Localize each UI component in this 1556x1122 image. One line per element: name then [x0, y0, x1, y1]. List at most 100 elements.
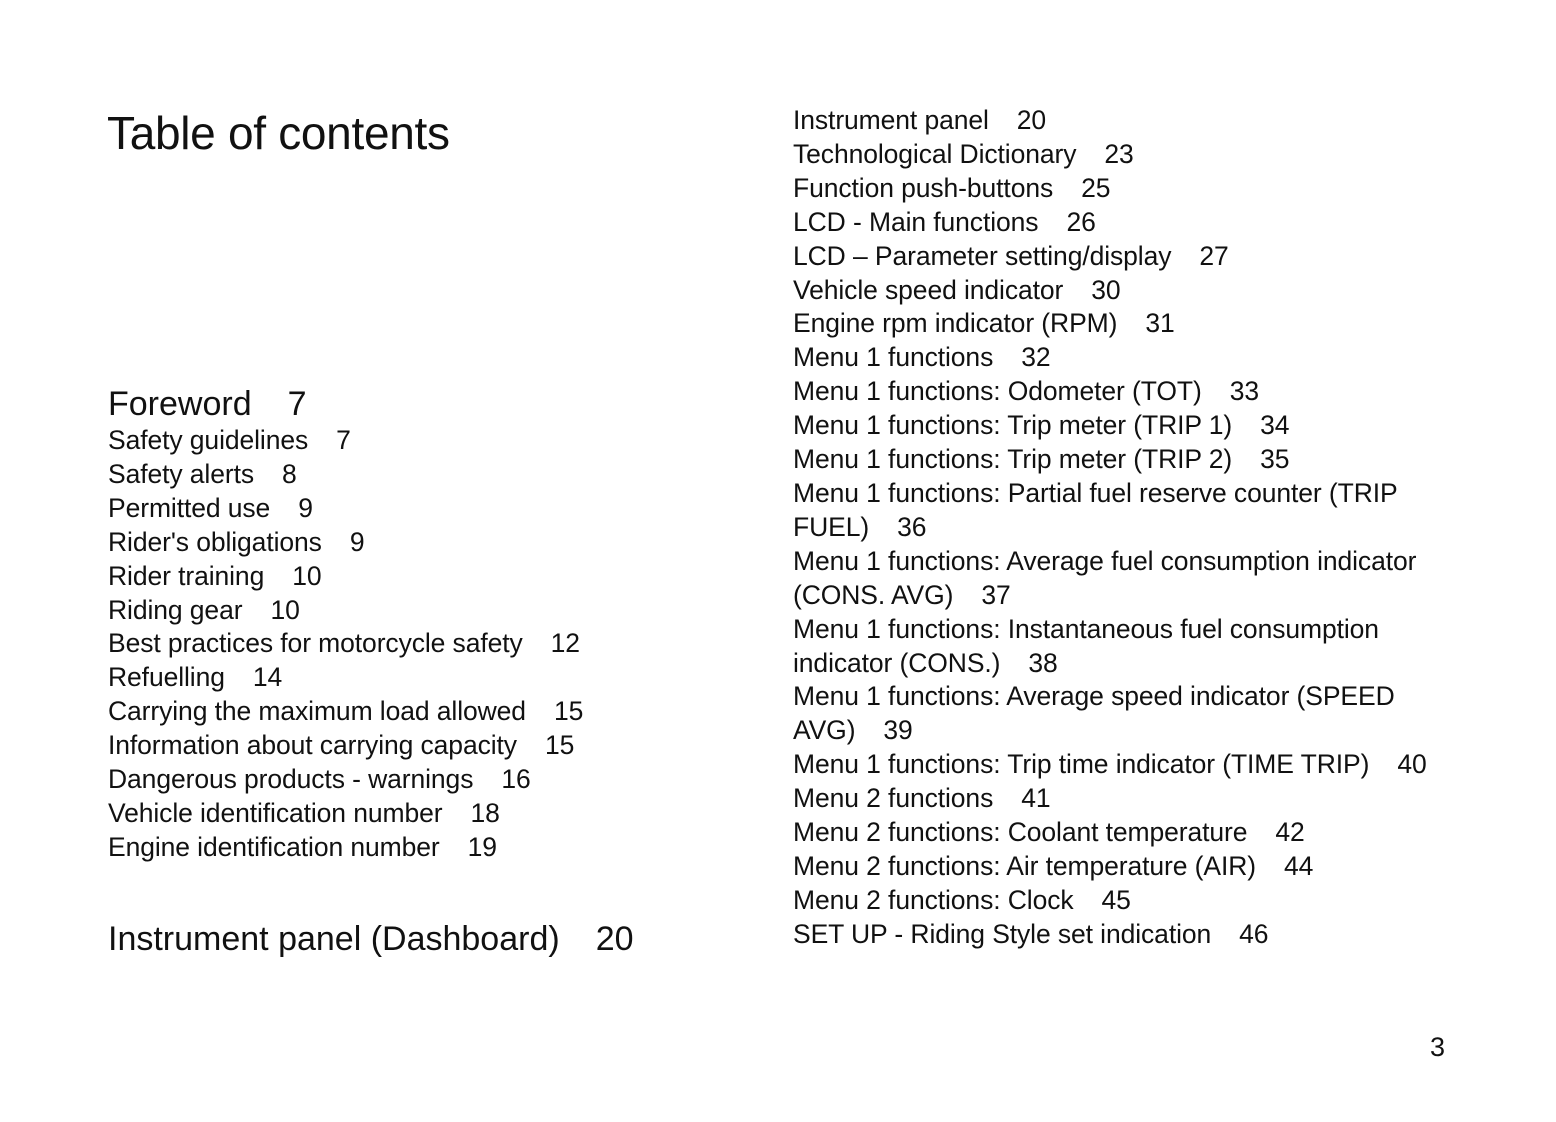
- toc-entry[interactable]: Menu 1 functions: Trip meter (TRIP 1) 34: [793, 409, 1458, 443]
- toc-entry[interactable]: Menu 2 functions: Clock 45: [793, 884, 1458, 918]
- entry-page: 37: [981, 579, 1011, 610]
- entry-page: 27: [1199, 240, 1229, 271]
- toc-entry[interactable]: Rider training 10: [108, 560, 708, 594]
- entry-page: 15: [553, 696, 584, 727]
- toc-entry[interactable]: LCD – Parameter setting/display 27: [793, 240, 1458, 274]
- toc-entry[interactable]: Menu 1 functions 32: [793, 341, 1458, 375]
- toc-entry[interactable]: Vehicle speed indicator 30: [793, 274, 1458, 308]
- toc-left-column: Foreword 7 Safety guidelines 7 Safety alert…: [108, 384, 708, 959]
- entry-page: 32: [1021, 342, 1051, 373]
- toc-entry[interactable]: Menu 2 functions: Coolant temperature 42: [793, 816, 1458, 850]
- toc-entry[interactable]: Menu 2 functions: Air temperature (AIR) 4…: [793, 850, 1458, 884]
- toc-entry[interactable]: Carrying the maximum load allowed 15: [108, 695, 708, 729]
- entry-title: Menu 2 functions: Air temperature (AIR): [793, 850, 1256, 881]
- toc-entry[interactable]: Menu 1 functions: Odometer (TOT) 33: [793, 375, 1458, 409]
- entry-title: Riding gear: [108, 594, 243, 625]
- toc-section-instrument-panel[interactable]: Instrument panel (Dashboard) 20: [108, 919, 708, 959]
- entry-page: 8: [282, 458, 297, 489]
- entry-page: 33: [1229, 376, 1259, 407]
- entry-page: 36: [897, 511, 927, 542]
- entry-page: 39: [883, 715, 913, 746]
- entry-title: Engine identification number: [108, 831, 440, 862]
- entry-page: 26: [1066, 206, 1096, 237]
- toc-entry[interactable]: Menu 1 functions: Average speed indicato…: [793, 680, 1458, 748]
- toc-entry[interactable]: Engine identification number 19: [108, 831, 708, 865]
- toc-entry[interactable]: Vehicle identification number 18: [108, 797, 708, 831]
- entry-title: Information about carrying capacity: [108, 730, 517, 761]
- entry-title: Menu 1 functions: [793, 342, 994, 373]
- toc-entry[interactable]: Safety alerts 8: [108, 458, 708, 492]
- entry-page: 7: [336, 425, 351, 455]
- entry-page: 20: [1016, 105, 1047, 135]
- entry-page: 15: [544, 730, 575, 761]
- entry-title: Menu 2 functions: Clock: [793, 884, 1074, 915]
- entry-title: Permitted use: [108, 492, 271, 523]
- entry-page: 42: [1275, 817, 1305, 848]
- entry-title: Vehicle identification number: [108, 797, 443, 828]
- toc-entry[interactable]: Menu 1 functions: Trip meter (TRIP 2) 35: [793, 443, 1458, 477]
- entry-page: 38: [1028, 647, 1058, 678]
- entry-title: LCD - Main functions: [793, 206, 1039, 237]
- entry-page: 40: [1397, 749, 1427, 780]
- entry-page: 41: [1021, 783, 1051, 814]
- entry-page: 12: [550, 628, 580, 659]
- page-number: 3: [1430, 1032, 1446, 1062]
- entry-title: Menu 1 functions: Trip meter (TRIP 1): [793, 410, 1233, 441]
- entry-page: 9: [298, 492, 313, 523]
- entry-page: 44: [1284, 850, 1314, 881]
- entry-title: Refuelling: [108, 662, 225, 693]
- toc-entry[interactable]: Information about carrying capacity 15: [108, 729, 708, 763]
- page-title: Table of contents: [107, 107, 450, 159]
- entry-title: Instrument panel: [793, 105, 989, 135]
- toc-entry[interactable]: Function push-buttons 25: [793, 172, 1458, 206]
- entry-title: Menu 1 functions: Partial fuel reserve c…: [793, 477, 1398, 542]
- toc-entries: Safety guidelines 7 Safety alerts 8 Permitte…: [108, 424, 708, 865]
- entry-title: Safety alerts: [108, 458, 254, 489]
- toc-entry[interactable]: Permitted use 9: [108, 492, 708, 526]
- entry-title: Menu 2 functions: Coolant temperature: [793, 817, 1248, 848]
- entry-page: 9: [349, 526, 365, 557]
- entry-title: LCD – Parameter setting/display: [793, 240, 1172, 271]
- entry-page: 34: [1260, 410, 1290, 441]
- entry-title: Carrying the maximum load allowed: [108, 696, 526, 727]
- toc-entry[interactable]: Technological Dictionary 23: [793, 138, 1458, 172]
- entry-title: SET UP - Riding Style set indication: [793, 918, 1212, 949]
- toc-entry[interactable]: Menu 1 functions: Trip time indicator (T…: [793, 748, 1458, 782]
- entry-title: Menu 1 functions: Instantaneous fuel con…: [793, 613, 1379, 678]
- section-page: 7: [287, 385, 307, 423]
- entry-page: 10: [270, 594, 300, 625]
- entry-title: Menu 1 functions: Average fuel consumpti…: [793, 545, 1417, 610]
- entry-title: Menu 1 functions: Trip time indicator (T…: [793, 749, 1370, 780]
- section-title: Instrument panel (Dashboard): [108, 919, 560, 958]
- entry-page: 30: [1091, 274, 1121, 305]
- entry-page: 23: [1104, 138, 1134, 169]
- toc-entry[interactable]: Menu 2 functions 41: [793, 782, 1458, 816]
- toc-section-foreword[interactable]: Foreword 7: [108, 384, 708, 424]
- entry-title: Technological Dictionary: [793, 138, 1077, 169]
- entry-title: Menu 2 functions: [793, 783, 994, 814]
- entry-page: 46: [1239, 918, 1269, 949]
- toc-entry[interactable]: Safety guidelines 7: [108, 424, 708, 458]
- toc-entry[interactable]: Menu 1 functions: Average fuel consumpti…: [793, 545, 1458, 613]
- entry-title: Function push-buttons: [793, 172, 1054, 203]
- entry-page: 16: [501, 764, 531, 795]
- toc-entry[interactable]: LCD - Main functions 26: [793, 206, 1458, 240]
- toc-entry[interactable]: Refuelling 14: [108, 661, 708, 695]
- toc-entry[interactable]: Instrument panel 20: [793, 104, 1458, 138]
- toc-entry[interactable]: Dangerous products - warnings 16: [108, 763, 708, 797]
- entry-title: Safety guidelines: [108, 425, 309, 455]
- entry-title: Engine rpm indicator (RPM): [793, 308, 1118, 339]
- toc-entry[interactable]: Engine rpm indicator (RPM) 31: [793, 307, 1458, 341]
- toc-entry[interactable]: Best practices for motorcycle safety 12: [108, 627, 708, 661]
- toc-entry[interactable]: Menu 1 functions: Instantaneous fuel con…: [793, 613, 1458, 681]
- entry-page: 10: [292, 560, 322, 591]
- entry-title: Rider training: [108, 560, 265, 591]
- entry-page: 25: [1081, 172, 1111, 203]
- toc-entry[interactable]: SET UP - Riding Style set indication 46: [793, 918, 1458, 952]
- entry-title: Menu 1 functions: Trip meter (TRIP 2): [793, 444, 1233, 475]
- toc-entry[interactable]: Riding gear 10: [108, 594, 708, 628]
- toc-entry[interactable]: Menu 1 functions: Partial fuel reserve c…: [793, 477, 1458, 545]
- toc-entry[interactable]: Rider's obligations 9: [108, 526, 708, 560]
- entry-page: 31: [1145, 308, 1175, 339]
- entry-title: Dangerous products - warnings: [108, 764, 474, 795]
